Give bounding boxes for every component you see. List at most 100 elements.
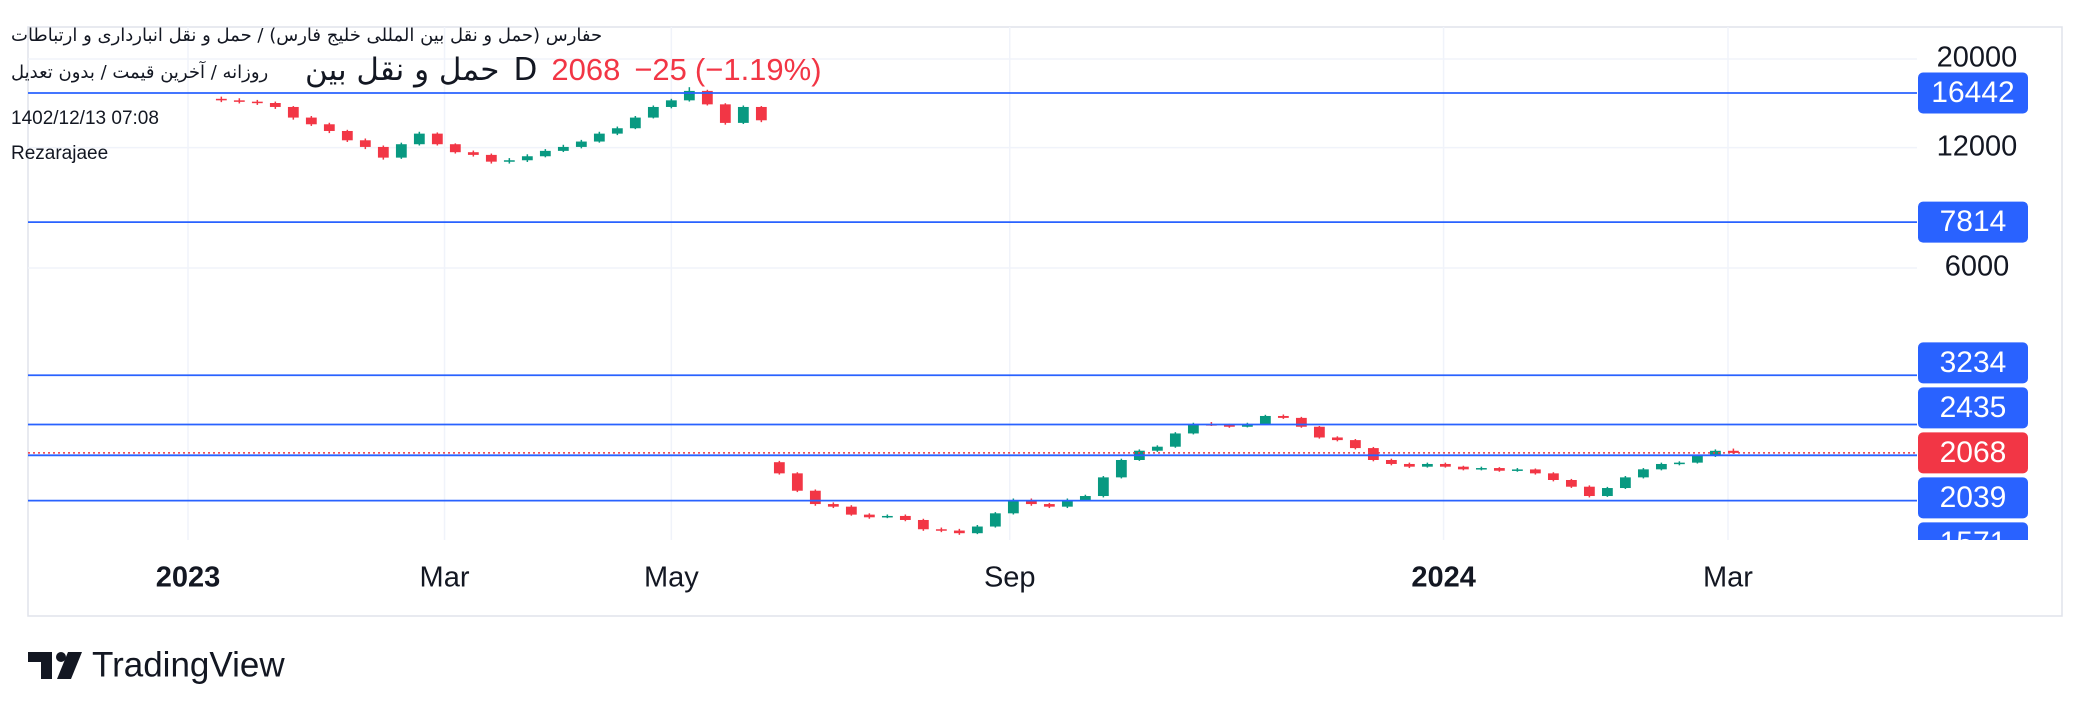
- candle-body: [233, 100, 245, 102]
- timestamp: 1402/12/13 07:08: [11, 108, 159, 129]
- candle-body: [1385, 459, 1397, 464]
- header-settings: روزانه / آخرین قیمت / بدون تعدیل: [11, 62, 269, 83]
- candle-body: [1223, 424, 1235, 427]
- candle-body: [1097, 477, 1109, 497]
- candle-body: [287, 106, 299, 118]
- candle-body: [809, 490, 821, 505]
- candle-body: [1493, 468, 1505, 471]
- candle-body: [971, 526, 983, 534]
- candle-body: [953, 530, 965, 534]
- grid: [28, 27, 1917, 540]
- candle-body: [215, 98, 227, 101]
- price-label: 7814: [1940, 205, 2007, 238]
- candle-body: [431, 133, 443, 145]
- price-axis: 20000 12000 6000 2023 Mar May Sep 2024 Mar: [156, 42, 2018, 594]
- price-label: 2435: [1940, 391, 2007, 424]
- candle-body: [575, 141, 587, 147]
- candle-body: [1025, 500, 1037, 505]
- candle-body: [773, 462, 785, 474]
- candle-body: [737, 106, 749, 123]
- candle-body: [665, 100, 677, 107]
- candle-body: [1709, 450, 1721, 457]
- candle-body: [485, 154, 497, 162]
- y-tick-label: 6000: [1945, 251, 2010, 283]
- candle-body: [449, 144, 461, 153]
- price-label-box: [1918, 342, 2028, 384]
- candle-body: [647, 106, 659, 118]
- candle-body: [1331, 437, 1343, 441]
- price-label-box: [1918, 72, 2028, 114]
- candle-body: [557, 146, 569, 151]
- candle-body: [1655, 463, 1667, 470]
- price-label: 1571: [1940, 526, 2007, 559]
- chart-frame: [27, 26, 2063, 617]
- header-title: حفارس (حمل و نقل بین المللی خلیج فارس) /…: [11, 25, 603, 46]
- candle-body: [1547, 473, 1559, 480]
- symbol: حمل و نقل بین: [305, 52, 500, 88]
- candle-body: [539, 150, 551, 157]
- candle-body: [1637, 469, 1649, 478]
- x-tick-label: Sep: [984, 562, 1036, 594]
- interval: D: [513, 52, 538, 88]
- plot-area: [28, 87, 1917, 535]
- price-label: 3234: [1940, 346, 2007, 379]
- candle-body: [989, 513, 1001, 527]
- x-tick-label: 2024: [1411, 562, 1476, 594]
- candle-body: [1475, 468, 1487, 470]
- candle-body: [683, 90, 695, 101]
- candle-body: [1187, 424, 1199, 434]
- candle-body: [1619, 477, 1631, 489]
- candle-body: [827, 504, 839, 507]
- change: −25: [634, 52, 687, 87]
- candle-body: [863, 514, 875, 518]
- x-tick-label: Mar: [1703, 562, 1753, 594]
- price-label-box: [1918, 522, 2028, 540]
- header-legend: حمل و نقل بین D 2068 −25 (−1.19%): [305, 52, 822, 88]
- candle-body: [1439, 463, 1451, 467]
- candle-body: [1421, 463, 1433, 467]
- candle-body: [1115, 459, 1127, 478]
- candle-body: [503, 160, 515, 162]
- price-label-box: [1918, 387, 2028, 429]
- logo-mark: [57, 652, 82, 679]
- y-tick-label: 12000: [1937, 130, 2018, 162]
- candle-body: [719, 104, 731, 123]
- candle-body: [521, 156, 533, 161]
- candle-body: [1151, 446, 1163, 451]
- candle-body: [935, 529, 947, 531]
- candle-body: [1079, 496, 1091, 501]
- last-price: 2068: [551, 52, 621, 87]
- brand: TradingView: [92, 645, 285, 684]
- candle-body: [593, 133, 605, 142]
- candle-body: [1061, 500, 1073, 507]
- candle-body: [881, 515, 893, 518]
- candle-body: [1367, 448, 1379, 460]
- logo-mark: [28, 652, 52, 679]
- price-label-box: [1918, 432, 2028, 474]
- candle-body: [701, 90, 713, 105]
- price-label: 2039: [1940, 481, 2007, 514]
- candle-body: [1691, 456, 1703, 463]
- change-percent: (−1.19%): [694, 52, 822, 87]
- candle-body: [899, 515, 911, 520]
- candle-body: [1259, 415, 1271, 425]
- candle-body: [611, 128, 623, 134]
- candle-body: [1583, 486, 1595, 497]
- y-tick-label: 20000: [1937, 42, 2018, 74]
- price-label-box: [1918, 201, 2028, 243]
- candle-body: [377, 146, 389, 158]
- x-tick-label: May: [644, 562, 699, 594]
- candle-body: [917, 519, 929, 530]
- x-tick-label: 2023: [156, 562, 221, 594]
- candle-body: [1511, 469, 1523, 471]
- candle-body: [1295, 417, 1307, 427]
- candle-body: [341, 130, 353, 141]
- author: Rezarajaee: [11, 143, 109, 164]
- candle-body: [1403, 463, 1415, 467]
- candle-body: [1043, 504, 1055, 507]
- candle-body: [395, 144, 407, 158]
- candle-body: [251, 101, 263, 104]
- candle-body: [467, 152, 479, 155]
- candle-body: [323, 124, 335, 131]
